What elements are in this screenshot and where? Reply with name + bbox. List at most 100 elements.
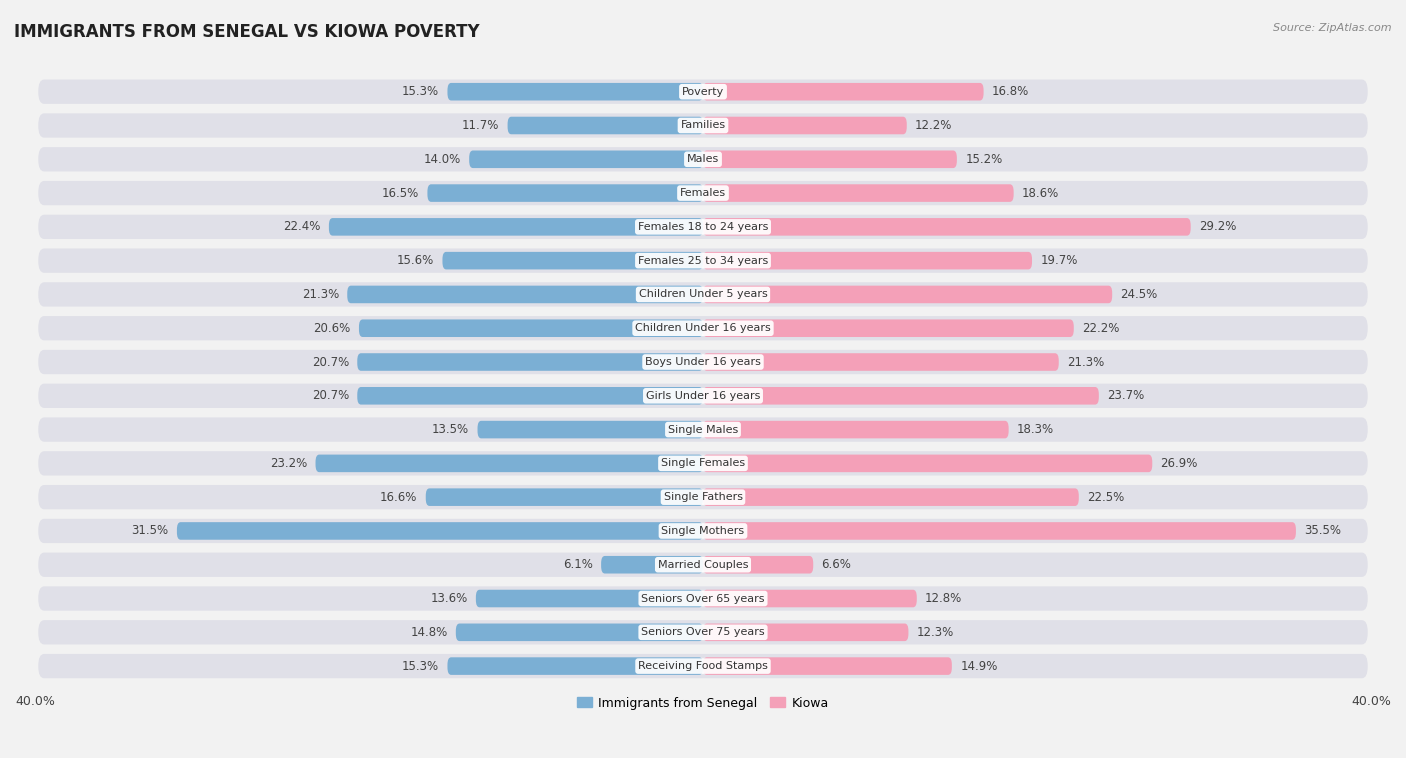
- FancyBboxPatch shape: [38, 316, 1368, 340]
- FancyBboxPatch shape: [703, 488, 1078, 506]
- Text: 35.5%: 35.5%: [1305, 525, 1341, 537]
- Text: 15.6%: 15.6%: [396, 254, 434, 267]
- FancyBboxPatch shape: [703, 83, 984, 101]
- FancyBboxPatch shape: [447, 83, 703, 101]
- FancyBboxPatch shape: [703, 252, 1032, 269]
- Text: 12.8%: 12.8%: [925, 592, 962, 605]
- FancyBboxPatch shape: [703, 319, 1074, 337]
- FancyBboxPatch shape: [38, 418, 1368, 442]
- FancyBboxPatch shape: [38, 518, 1368, 543]
- Text: 18.3%: 18.3%: [1017, 423, 1054, 436]
- FancyBboxPatch shape: [703, 522, 1296, 540]
- FancyBboxPatch shape: [703, 218, 1191, 236]
- FancyBboxPatch shape: [426, 488, 703, 506]
- FancyBboxPatch shape: [703, 421, 1008, 438]
- Text: 13.5%: 13.5%: [432, 423, 470, 436]
- Text: Males: Males: [688, 155, 718, 164]
- FancyBboxPatch shape: [456, 624, 703, 641]
- FancyBboxPatch shape: [703, 286, 1112, 303]
- FancyBboxPatch shape: [177, 522, 703, 540]
- FancyBboxPatch shape: [315, 455, 703, 472]
- FancyBboxPatch shape: [703, 184, 1014, 202]
- Text: Seniors Over 65 years: Seniors Over 65 years: [641, 594, 765, 603]
- Text: Source: ZipAtlas.com: Source: ZipAtlas.com: [1274, 23, 1392, 33]
- Text: 22.5%: 22.5%: [1087, 490, 1125, 503]
- Text: 22.4%: 22.4%: [283, 221, 321, 233]
- FancyBboxPatch shape: [357, 353, 703, 371]
- FancyBboxPatch shape: [475, 590, 703, 607]
- Text: 23.2%: 23.2%: [270, 457, 307, 470]
- Text: 26.9%: 26.9%: [1160, 457, 1198, 470]
- Text: 6.6%: 6.6%: [821, 558, 852, 572]
- Text: Single Females: Single Females: [661, 459, 745, 468]
- FancyBboxPatch shape: [703, 387, 1099, 405]
- Legend: Immigrants from Senegal, Kiowa: Immigrants from Senegal, Kiowa: [572, 691, 834, 715]
- FancyBboxPatch shape: [508, 117, 703, 134]
- Text: 20.7%: 20.7%: [312, 356, 349, 368]
- Text: 14.9%: 14.9%: [960, 659, 998, 672]
- Text: 22.2%: 22.2%: [1083, 321, 1119, 335]
- FancyBboxPatch shape: [703, 590, 917, 607]
- Text: Single Males: Single Males: [668, 424, 738, 434]
- FancyBboxPatch shape: [703, 455, 1153, 472]
- Text: Boys Under 16 years: Boys Under 16 years: [645, 357, 761, 367]
- FancyBboxPatch shape: [443, 252, 703, 269]
- Text: Seniors Over 75 years: Seniors Over 75 years: [641, 628, 765, 637]
- FancyBboxPatch shape: [359, 319, 703, 337]
- Text: 15.3%: 15.3%: [402, 85, 439, 99]
- FancyBboxPatch shape: [38, 587, 1368, 611]
- FancyBboxPatch shape: [470, 151, 703, 168]
- FancyBboxPatch shape: [38, 181, 1368, 205]
- FancyBboxPatch shape: [38, 384, 1368, 408]
- FancyBboxPatch shape: [347, 286, 703, 303]
- Text: 18.6%: 18.6%: [1022, 186, 1059, 199]
- FancyBboxPatch shape: [38, 553, 1368, 577]
- Text: 12.2%: 12.2%: [915, 119, 952, 132]
- Text: 31.5%: 31.5%: [131, 525, 169, 537]
- FancyBboxPatch shape: [38, 249, 1368, 273]
- Text: 21.3%: 21.3%: [302, 288, 339, 301]
- Text: Girls Under 16 years: Girls Under 16 years: [645, 391, 761, 401]
- FancyBboxPatch shape: [447, 657, 703, 675]
- FancyBboxPatch shape: [38, 147, 1368, 171]
- FancyBboxPatch shape: [38, 114, 1368, 138]
- Text: 16.5%: 16.5%: [382, 186, 419, 199]
- FancyBboxPatch shape: [703, 353, 1059, 371]
- Text: Single Mothers: Single Mothers: [661, 526, 745, 536]
- Text: 12.3%: 12.3%: [917, 626, 955, 639]
- FancyBboxPatch shape: [602, 556, 703, 574]
- Text: 13.6%: 13.6%: [430, 592, 468, 605]
- Text: Children Under 16 years: Children Under 16 years: [636, 323, 770, 334]
- Text: 14.0%: 14.0%: [423, 153, 461, 166]
- Text: Poverty: Poverty: [682, 86, 724, 97]
- Text: 16.6%: 16.6%: [380, 490, 418, 503]
- Text: Females 18 to 24 years: Females 18 to 24 years: [638, 222, 768, 232]
- FancyBboxPatch shape: [703, 657, 952, 675]
- FancyBboxPatch shape: [703, 117, 907, 134]
- Text: Children Under 5 years: Children Under 5 years: [638, 290, 768, 299]
- FancyBboxPatch shape: [703, 624, 908, 641]
- FancyBboxPatch shape: [38, 215, 1368, 239]
- Text: 14.8%: 14.8%: [411, 626, 447, 639]
- Text: 21.3%: 21.3%: [1067, 356, 1104, 368]
- Text: 20.6%: 20.6%: [314, 321, 350, 335]
- Text: 15.3%: 15.3%: [402, 659, 439, 672]
- Text: 16.8%: 16.8%: [993, 85, 1029, 99]
- FancyBboxPatch shape: [38, 350, 1368, 374]
- Text: Married Couples: Married Couples: [658, 559, 748, 570]
- Text: 11.7%: 11.7%: [461, 119, 499, 132]
- Text: Receiving Food Stamps: Receiving Food Stamps: [638, 661, 768, 671]
- Text: Females: Females: [681, 188, 725, 198]
- FancyBboxPatch shape: [38, 80, 1368, 104]
- FancyBboxPatch shape: [38, 451, 1368, 475]
- Text: 19.7%: 19.7%: [1040, 254, 1078, 267]
- Text: 23.7%: 23.7%: [1107, 390, 1144, 402]
- Text: Single Fathers: Single Fathers: [664, 492, 742, 502]
- FancyBboxPatch shape: [38, 282, 1368, 306]
- FancyBboxPatch shape: [478, 421, 703, 438]
- FancyBboxPatch shape: [38, 485, 1368, 509]
- FancyBboxPatch shape: [329, 218, 703, 236]
- Text: Families: Families: [681, 121, 725, 130]
- Text: 15.2%: 15.2%: [965, 153, 1002, 166]
- Text: IMMIGRANTS FROM SENEGAL VS KIOWA POVERTY: IMMIGRANTS FROM SENEGAL VS KIOWA POVERTY: [14, 23, 479, 41]
